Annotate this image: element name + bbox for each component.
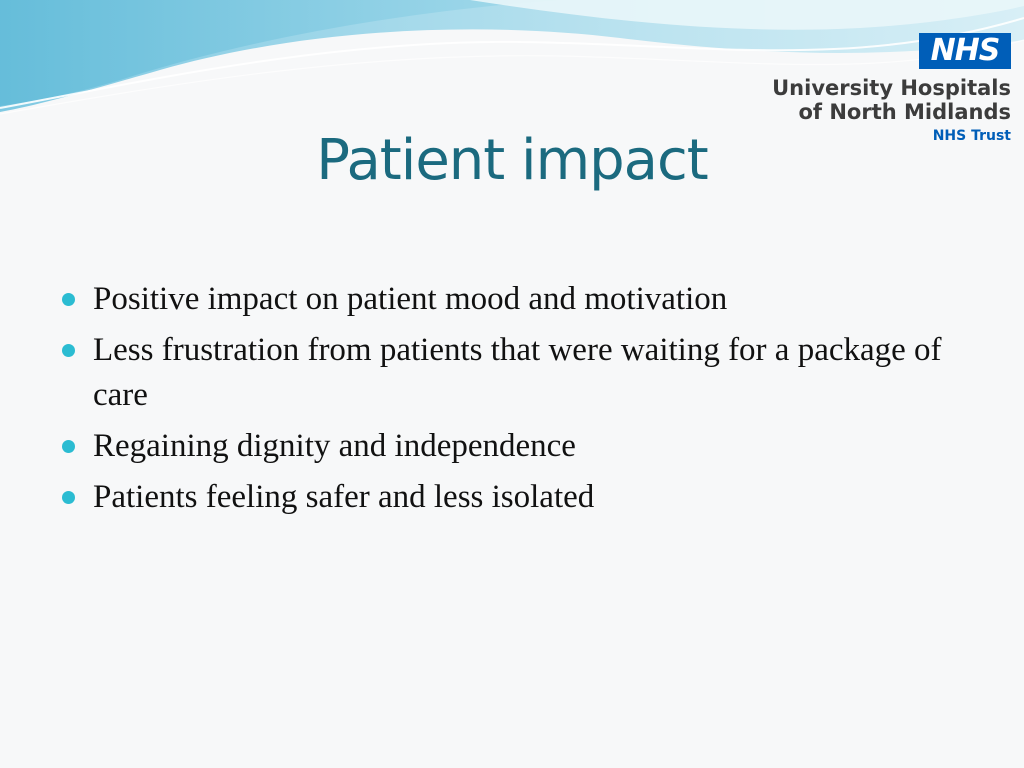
bullet-dot-icon xyxy=(62,344,75,357)
slide-title: Patient impact xyxy=(316,128,709,193)
bullet-text: Regaining dignity and independence xyxy=(93,428,576,464)
bullet-text: Positive impact on patient mood and moti… xyxy=(93,281,728,317)
decorative-wave-header xyxy=(0,0,1024,115)
bullet-list: Positive impact on patient mood and moti… xyxy=(62,277,962,526)
bullet-dot-icon xyxy=(62,440,75,453)
bullet-text: Patients feeling safer and less isolated xyxy=(93,479,595,515)
nhs-logo-mark: NHS xyxy=(919,33,1011,69)
bullet-item: Less frustration from patients that were… xyxy=(62,328,962,418)
logo-line-north-midlands: of North Midlands xyxy=(798,100,1011,124)
logo-line-nhs-trust: NHS Trust xyxy=(932,128,1011,144)
bullet-text: Less frustration from patients that were… xyxy=(93,332,942,413)
bullet-dot-icon xyxy=(62,491,75,504)
bullet-item: Positive impact on patient mood and moti… xyxy=(62,277,962,322)
logo-line-university-hospitals: University Hospitals xyxy=(772,76,1011,100)
bullet-item: Regaining dignity and independence xyxy=(62,424,962,469)
bullet-dot-icon xyxy=(62,293,75,306)
bullet-item: Patients feeling safer and less isolated xyxy=(62,475,962,520)
nhs-logo-text: NHS xyxy=(930,33,1001,68)
nhs-trust-logo: NHS University Hospitals of North Midlan… xyxy=(766,33,1011,148)
